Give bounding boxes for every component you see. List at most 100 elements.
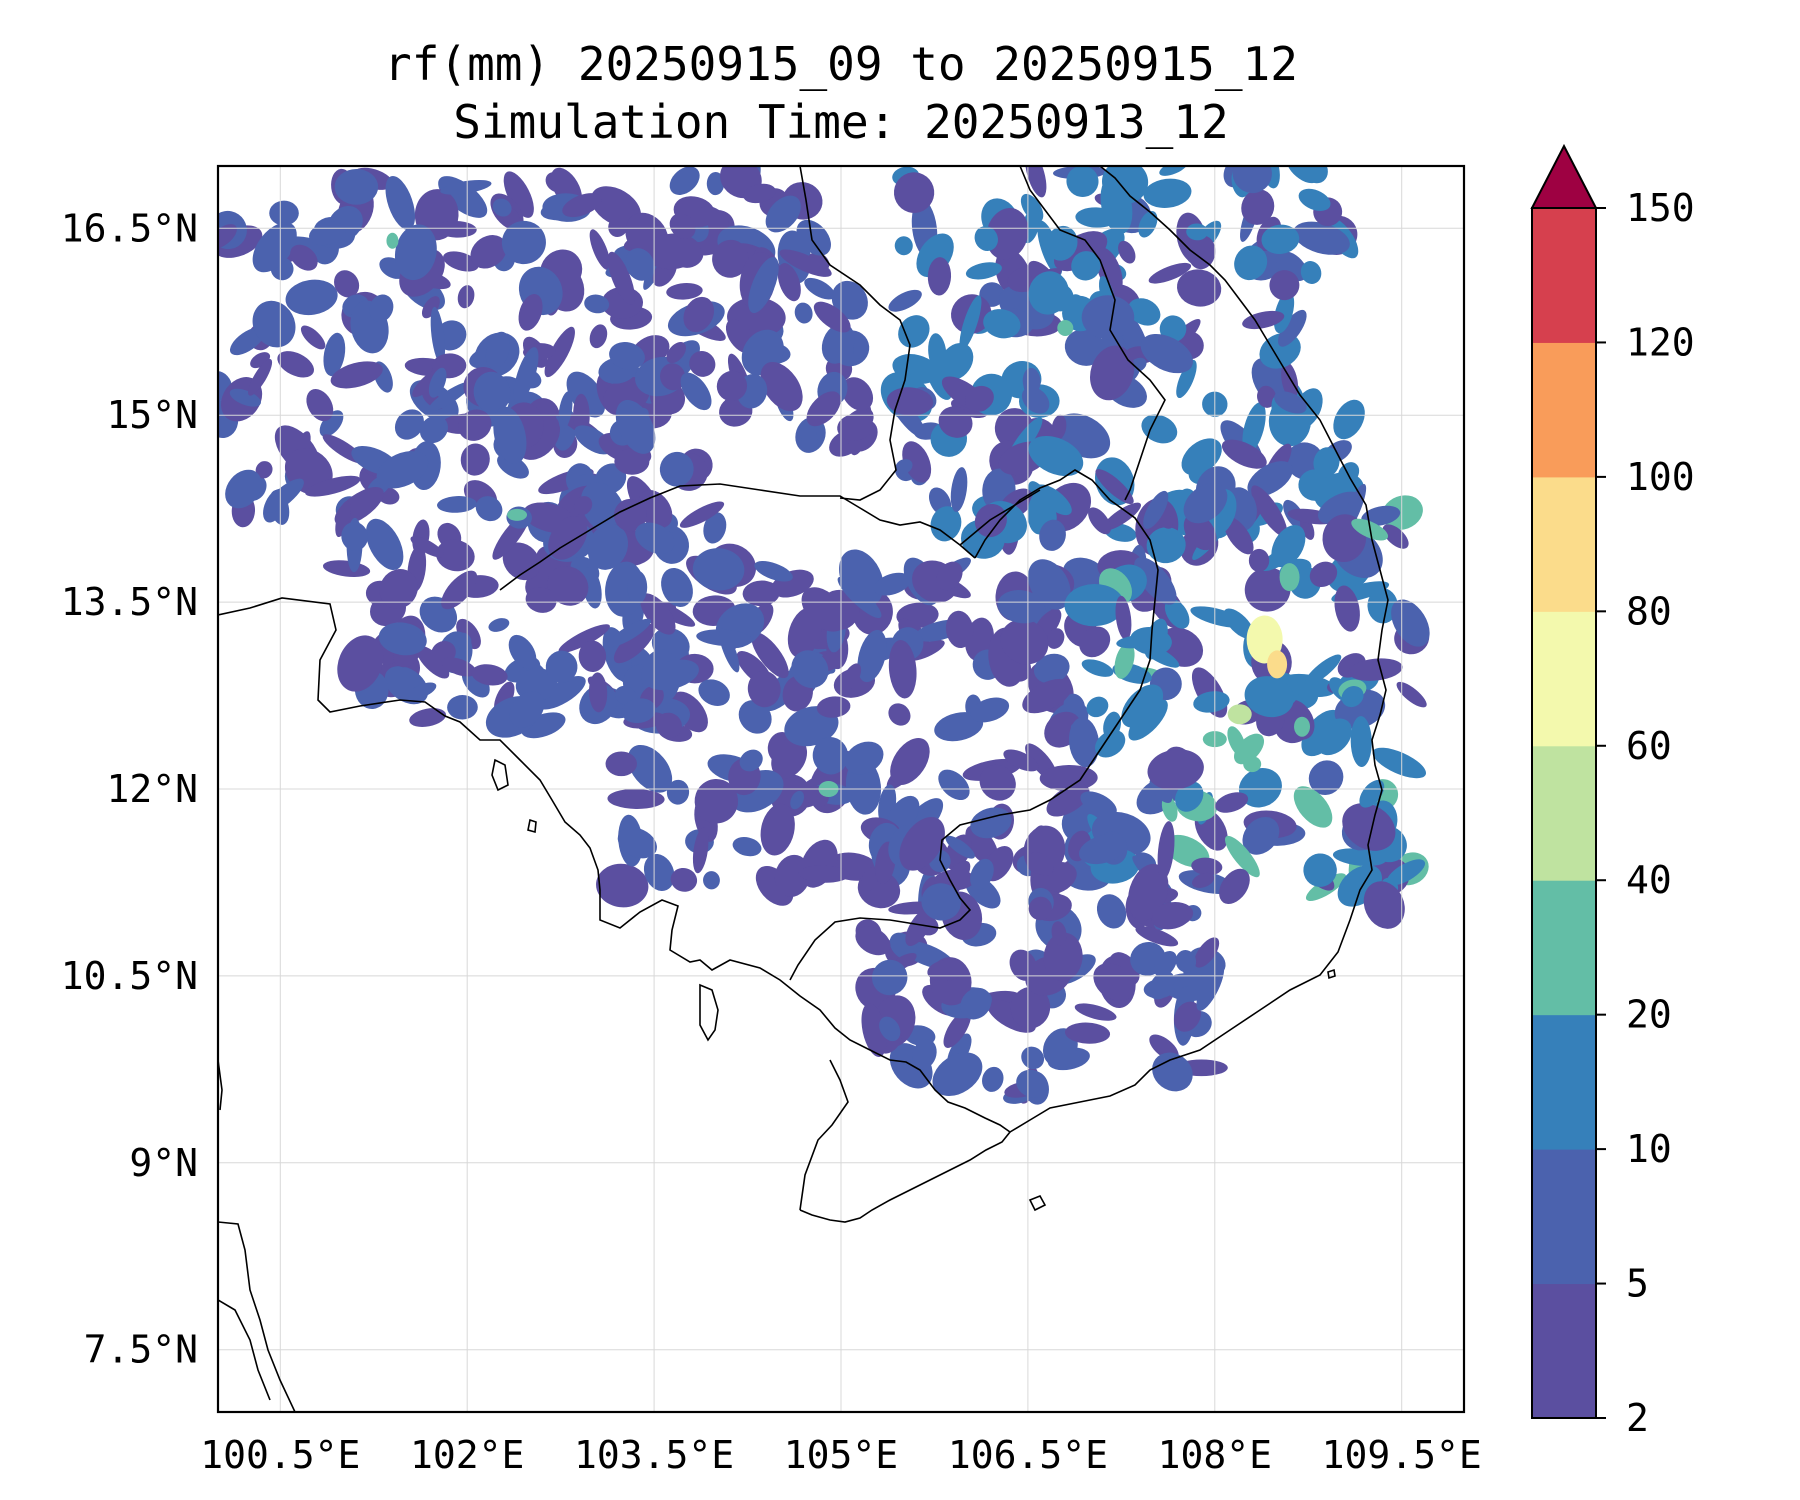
rain-cell bbox=[589, 324, 608, 349]
rain-cell bbox=[1232, 166, 1272, 194]
rain-cell bbox=[1028, 271, 1069, 315]
rain-cell bbox=[1064, 329, 1105, 366]
rain-cell bbox=[1051, 921, 1067, 946]
rain-cell bbox=[1010, 986, 1051, 1029]
rain-cell bbox=[1096, 894, 1127, 929]
rain-cell bbox=[791, 650, 829, 688]
rain-cell bbox=[816, 696, 851, 718]
rain-cell bbox=[1016, 1069, 1048, 1098]
rain-cell bbox=[936, 561, 963, 591]
rain-cell bbox=[225, 469, 262, 509]
rain-cell bbox=[873, 572, 911, 596]
rain-cell bbox=[488, 618, 510, 632]
rain-cell bbox=[458, 409, 492, 441]
rain-cell bbox=[493, 406, 527, 465]
rain-cell bbox=[545, 650, 578, 684]
rain-cell bbox=[872, 959, 908, 996]
rain-cell bbox=[306, 389, 334, 422]
rain-cell bbox=[596, 863, 649, 908]
rain-cell bbox=[879, 1016, 901, 1042]
rain-cell bbox=[334, 270, 360, 298]
rain-cell bbox=[679, 501, 725, 528]
rain-cell bbox=[580, 482, 625, 533]
rain-cell bbox=[694, 778, 739, 824]
rain-cell bbox=[369, 294, 394, 323]
rain-cell bbox=[269, 200, 299, 226]
rain-cell bbox=[1154, 950, 1177, 978]
rain-cell bbox=[1143, 178, 1192, 208]
rain-cell bbox=[365, 518, 404, 571]
rain-cell bbox=[1159, 166, 1188, 176]
colorbar-segment bbox=[1532, 1283, 1596, 1419]
rain-cell bbox=[1074, 1003, 1117, 1021]
rain-cell bbox=[1181, 438, 1222, 476]
rain-cell bbox=[1251, 485, 1288, 537]
colorbar-segment bbox=[1532, 880, 1596, 1016]
island-koh-kong bbox=[491, 758, 509, 792]
rain-cell bbox=[1152, 1052, 1193, 1092]
rain-cell bbox=[1341, 686, 1364, 708]
rain-cell bbox=[960, 987, 992, 1020]
rain-cell bbox=[1147, 749, 1204, 790]
rain-cell bbox=[1223, 516, 1254, 555]
rain-cell bbox=[779, 249, 832, 277]
rain-cell bbox=[1046, 784, 1090, 817]
rain-cell bbox=[309, 221, 346, 246]
rain-cell bbox=[645, 659, 699, 691]
rain-cell bbox=[285, 279, 338, 316]
rain-cell bbox=[1081, 659, 1114, 677]
rain-cell bbox=[661, 567, 693, 608]
rain-core bbox=[1294, 716, 1311, 737]
rain-cell bbox=[416, 645, 450, 679]
colorbar-segment bbox=[1532, 476, 1596, 612]
rain-cell bbox=[562, 193, 602, 218]
rain-cell bbox=[1079, 626, 1111, 658]
rain-cell bbox=[1242, 816, 1280, 855]
rain-cell bbox=[743, 183, 776, 204]
rain-cell bbox=[1309, 561, 1338, 588]
rain-cell bbox=[706, 171, 725, 196]
rain-cell bbox=[1190, 606, 1246, 628]
rain-cell bbox=[1334, 585, 1360, 632]
rain-cell bbox=[475, 496, 503, 522]
rain-cell bbox=[330, 361, 383, 389]
rain-cell bbox=[921, 883, 962, 921]
rain-cell bbox=[1175, 950, 1197, 973]
rain-cell bbox=[1068, 717, 1100, 768]
rain-cell bbox=[1020, 193, 1044, 223]
rain-cell bbox=[986, 208, 1029, 260]
rain-cell bbox=[928, 333, 947, 373]
rain-cell bbox=[666, 283, 703, 300]
rain-cell bbox=[644, 233, 701, 270]
rain-cell bbox=[614, 685, 637, 706]
rain-cell bbox=[1396, 681, 1427, 708]
rain-cell bbox=[394, 409, 424, 440]
colorbar-tick-label: 100 bbox=[1626, 455, 1695, 499]
rain-cell bbox=[1188, 235, 1216, 270]
rain-cell bbox=[607, 618, 652, 648]
rain-cell bbox=[1140, 333, 1194, 374]
rain-cell bbox=[1316, 718, 1352, 756]
colorbar-tick-label: 60 bbox=[1626, 724, 1672, 768]
rain-cell bbox=[1215, 792, 1249, 813]
rain-cell bbox=[760, 362, 803, 412]
coastline-border-lines bbox=[218, 166, 1389, 1412]
rain-cell bbox=[754, 560, 793, 582]
rain-cell bbox=[964, 385, 994, 412]
rain-cell bbox=[470, 235, 507, 269]
rain-cell bbox=[939, 343, 974, 381]
rain-cell bbox=[943, 1009, 971, 1048]
rain-cell bbox=[712, 239, 749, 278]
colorbar: 2 5 10 20 40 60 80 100 120 150 bbox=[1530, 143, 1695, 1440]
rain-cell bbox=[1391, 599, 1430, 647]
rain-cell bbox=[1039, 519, 1066, 551]
rain-cell bbox=[1079, 834, 1127, 865]
rain-cell bbox=[1350, 716, 1372, 767]
colorbar-tick-label: 20 bbox=[1626, 993, 1672, 1037]
rain-cell bbox=[290, 244, 318, 271]
rain-cell bbox=[888, 639, 917, 699]
rain-cell bbox=[742, 580, 780, 607]
rain-cell bbox=[588, 672, 608, 713]
rain-cell bbox=[617, 827, 657, 859]
rain-cell bbox=[558, 624, 610, 653]
